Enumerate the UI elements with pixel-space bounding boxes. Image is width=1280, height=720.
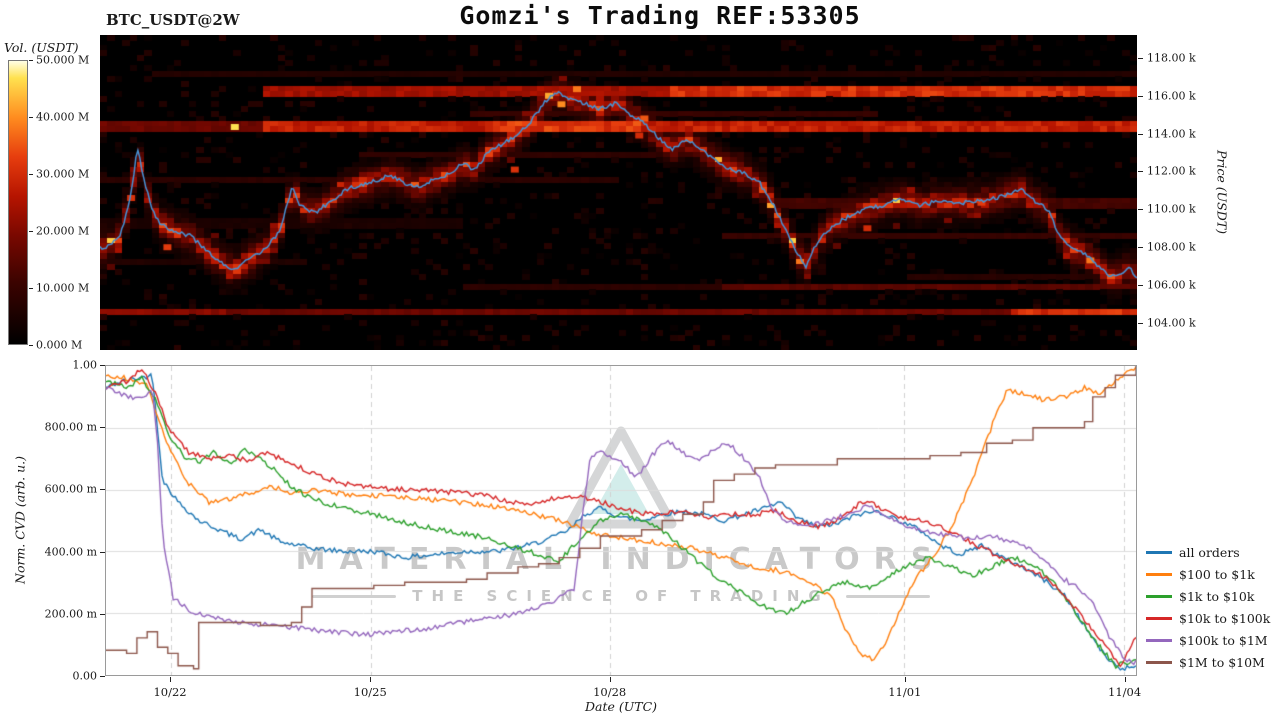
price-tick-label: 118.00 k xyxy=(1147,51,1196,65)
legend-swatch xyxy=(1146,639,1172,642)
colorbar-tick-label: 10.000 M xyxy=(36,281,90,295)
colorbar-tick-label: 50.000 M xyxy=(36,53,90,67)
price-tick-mark xyxy=(1138,95,1143,97)
date-axis-title: Date (UTC) xyxy=(584,699,658,714)
price-tick-mark xyxy=(1138,209,1143,211)
page-title: Gomzi's Trading REF:53305 xyxy=(459,1,861,30)
colorbar-title: Vol. (USDT) xyxy=(4,40,79,55)
colorbar-tick-label: 30.000 M xyxy=(36,167,90,181)
legend-item: $1k to $10k xyxy=(1146,589,1270,604)
legend-item-label: $1M to $10M xyxy=(1179,655,1265,670)
volume-colorbar xyxy=(8,60,28,345)
price-tick-label: 114.00 k xyxy=(1147,127,1196,141)
colorbar-tick-mark xyxy=(29,231,33,232)
colorbar-tick-label: 40.000 M xyxy=(36,110,90,124)
legend-item-label: $10k to $100k xyxy=(1179,611,1271,626)
cvd-ytick-label: 200.00 m xyxy=(44,607,97,621)
legend-swatch xyxy=(1146,595,1172,598)
cvd-ytick-mark xyxy=(100,489,105,491)
instrument-label: BTC_USDT@2W xyxy=(106,11,240,29)
price-tick-label: 112.00 k xyxy=(1147,164,1196,178)
colorbar-tick-mark xyxy=(29,174,33,175)
colorbar-tick-mark xyxy=(29,117,33,118)
price-tick-mark xyxy=(1138,133,1143,135)
cvd-ytick-mark xyxy=(100,427,105,429)
colorbar-tick-label: 20.000 M xyxy=(36,224,90,238)
colorbar-tick-mark xyxy=(29,288,33,289)
cvd-xtick-mark xyxy=(1124,677,1126,682)
price-tick-mark xyxy=(1138,322,1143,324)
cvd-xtick-mark xyxy=(370,677,372,682)
cvd-canvas xyxy=(106,366,1136,675)
cvd-xtick-label: 10/28 xyxy=(593,685,627,699)
cvd-xtick-label: 10/22 xyxy=(153,685,187,699)
cvd-ytick-label: 800.00 m xyxy=(44,420,97,434)
cvd-ytick-mark xyxy=(100,365,105,366)
legend-item-label: all orders xyxy=(1179,545,1240,560)
colorbar-tick-label: 0.000 M xyxy=(36,338,83,352)
legend-item-label: $1k to $10k xyxy=(1179,589,1255,604)
legend-item: $100 to $1k xyxy=(1146,567,1270,582)
cvd-ytick-label: 600.00 m xyxy=(44,482,97,496)
colorbar-tick-mark xyxy=(29,345,33,346)
cvd-ytick-label: 0.00 xyxy=(72,669,98,683)
price-tick-mark xyxy=(1138,171,1143,173)
legend-item: $100k to $1M xyxy=(1146,633,1270,648)
cvd-xtick-mark xyxy=(609,677,611,682)
cvd-ytick-mark xyxy=(100,551,105,553)
cvd-ytick-label: 400.00 m xyxy=(44,545,97,559)
price-tick-label: 110.00 k xyxy=(1147,202,1196,216)
legend-swatch xyxy=(1146,617,1172,620)
cvd-ytick-mark xyxy=(100,676,105,677)
legend-item-label: $100k to $1M xyxy=(1179,633,1268,648)
legend-item: $10k to $100k xyxy=(1146,611,1270,626)
legend: all orders $100 to $1k $1k to $10k $10k to … xyxy=(1146,545,1270,677)
colorbar-tick-mark xyxy=(29,60,33,61)
cvd-ytick-mark xyxy=(100,613,105,615)
price-tick-label: 104.00 k xyxy=(1147,316,1196,330)
legend-item-label: $100 to $1k xyxy=(1179,567,1255,582)
price-tick-mark xyxy=(1138,285,1143,287)
legend-item: all orders xyxy=(1146,545,1270,560)
cvd-axis-title: Norm. CVD (arb. u.) xyxy=(12,456,28,584)
price-tick-mark xyxy=(1138,57,1143,59)
legend-swatch xyxy=(1146,661,1172,664)
heatmap-canvas xyxy=(100,35,1137,350)
legend-swatch xyxy=(1146,551,1172,554)
price-axis-title: Price (USDT) xyxy=(1214,150,1230,234)
legend-item: $1M to $10M xyxy=(1146,655,1270,670)
price-tick-label: 106.00 k xyxy=(1147,278,1196,292)
cvd-xtick-label: 11/01 xyxy=(888,685,922,699)
price-tick-label: 116.00 k xyxy=(1147,89,1196,103)
price-heatmap-panel xyxy=(100,35,1137,350)
price-tick-label: 108.00 k xyxy=(1147,240,1196,254)
cvd-xtick-mark xyxy=(904,677,906,682)
price-tick-mark xyxy=(1138,247,1143,249)
cvd-xtick-label: 11/04 xyxy=(1108,685,1142,699)
cvd-xtick-label: 10/25 xyxy=(353,685,387,699)
cvd-xtick-mark xyxy=(170,677,172,682)
legend-swatch xyxy=(1146,573,1172,576)
cvd-panel: MATERIAL INDICATORS THE SCIENCE OF TRADI… xyxy=(105,365,1137,676)
cvd-ytick-label: 1.00 xyxy=(72,358,98,372)
